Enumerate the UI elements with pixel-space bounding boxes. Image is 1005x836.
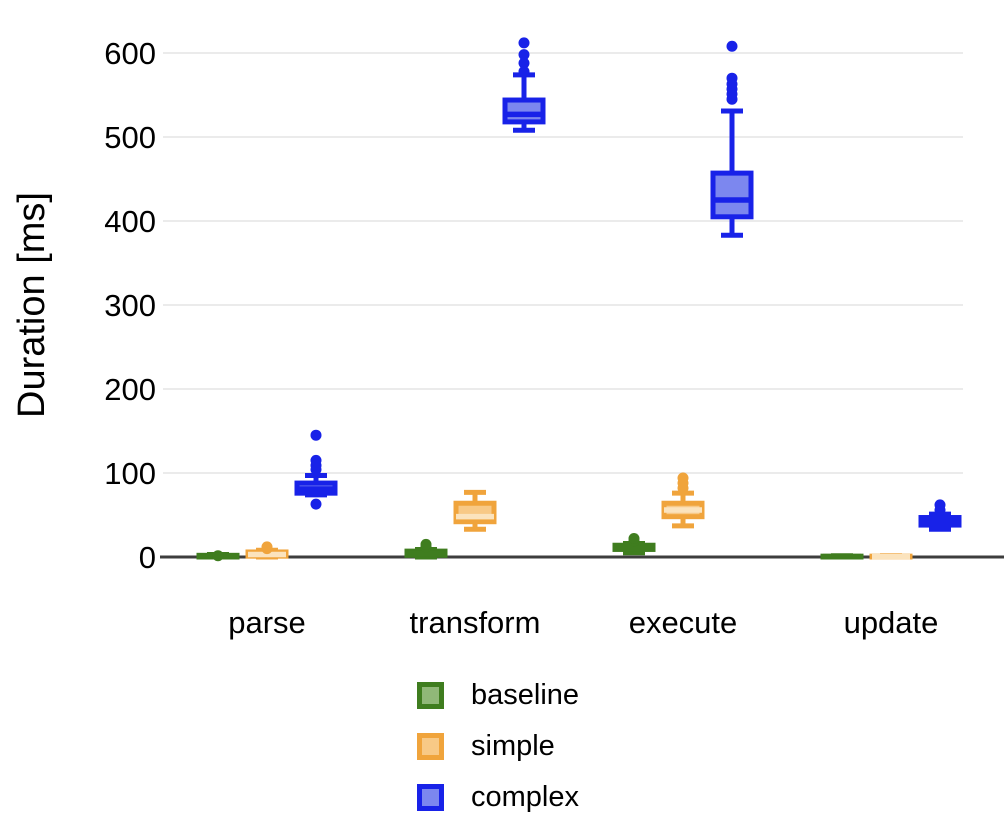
box-complex-parse [294,429,338,510]
legend-label-simple: simple [471,730,555,762]
y-axis-tick-labels: 0 100 200 300 400 500 600 [104,36,156,575]
y-tick-label-0: 0 [139,540,156,575]
iqr-box [710,170,754,220]
outlier-dot-0 [518,65,530,77]
iqr-box [502,97,546,125]
category-label-parse: parse [228,605,306,640]
legend-item-complex: complex [417,781,579,813]
outlier-dot-4 [726,72,738,84]
box-baseline-parse [196,550,240,562]
category-label-transform: transform [410,605,541,640]
simple-swatch-icon [417,733,444,760]
box-simple-parse [245,541,289,560]
box-complex-transform [502,37,546,133]
gridlines [163,52,963,474]
outlier-dot-1 [261,541,273,553]
series-simple [245,472,913,560]
outlier-dot-5 [726,40,738,52]
outlier-dot-4 [310,429,322,441]
box-baseline-transform [404,538,448,560]
outlier-dot-2 [677,472,689,484]
legend-item-baseline: baseline [417,679,580,711]
category-label-update: update [844,605,939,640]
chart-legend: baseline simple complex [417,679,580,835]
y-tick-label-100: 100 [104,456,156,491]
legend-label-complex: complex [471,781,579,813]
box-baseline-update [820,553,864,560]
y-tick-label-500: 500 [104,120,156,155]
outlier-dot-1 [518,57,530,69]
category-label-execute: execute [629,605,738,640]
complex-swatch-icon [417,784,444,811]
outlier-dot-1 [420,538,432,550]
outlier-dot-1 [628,533,640,545]
box-baseline-execute [612,533,656,556]
x-axis-category-labels: parse transform execute update [228,605,938,640]
box-complex-execute [710,40,754,238]
outlier-dot-0 [310,498,322,510]
baseline-swatch-icon [417,682,444,709]
y-axis-title: Duration [ms] [11,192,53,418]
legend-label-baseline: baseline [471,679,580,711]
outlier-dot-3 [518,37,530,49]
y-tick-label-400: 400 [104,204,156,239]
outlier-dot-3 [310,454,322,466]
legend-item-simple: simple [417,730,579,762]
y-tick-label-200: 200 [104,372,156,407]
box-complex-update [918,499,962,532]
series-baseline [196,533,864,562]
outlier-dot-1 [934,499,946,511]
y-tick-label-600: 600 [104,36,156,71]
outlier-dot-2 [518,49,530,61]
box-simple-update [869,553,913,560]
y-tick-label-300: 300 [104,288,156,323]
box-simple-transform [453,489,497,532]
outlier-dot-0 [212,550,224,562]
series-complex [294,37,962,532]
box-simple-execute [661,472,705,529]
